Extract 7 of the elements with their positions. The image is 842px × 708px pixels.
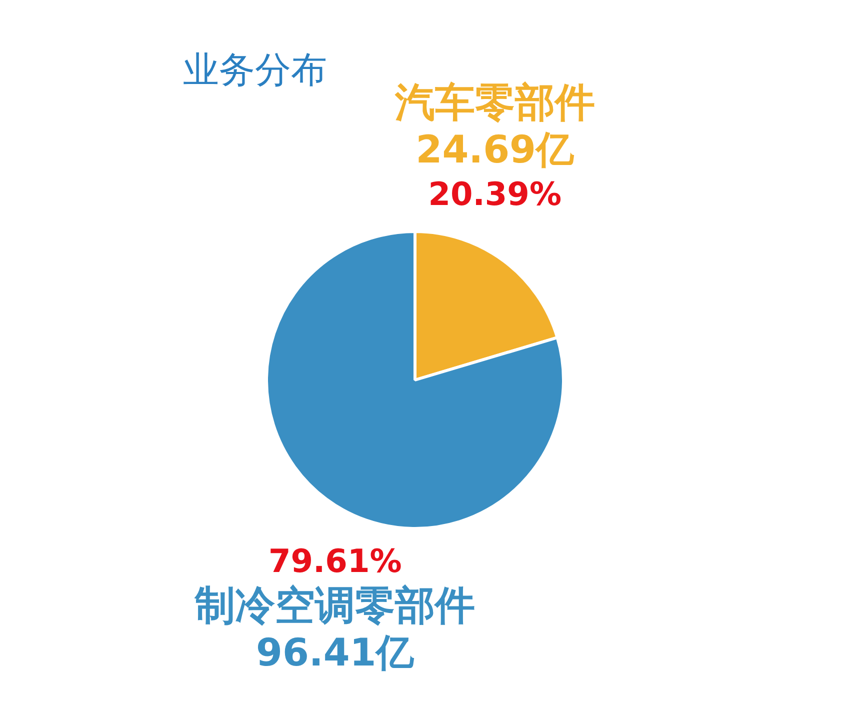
text: 20.39% bbox=[428, 174, 562, 213]
text: 79.61% bbox=[268, 542, 402, 580]
slice-label: 制冷空调零部件 bbox=[194, 582, 476, 629]
chart-title: 业务分布 bbox=[183, 49, 327, 93]
data-label: 24.69亿 bbox=[416, 127, 575, 172]
data-label: 96.41亿 bbox=[256, 630, 416, 674]
slice-label: 汽车零部件 bbox=[394, 80, 595, 126]
